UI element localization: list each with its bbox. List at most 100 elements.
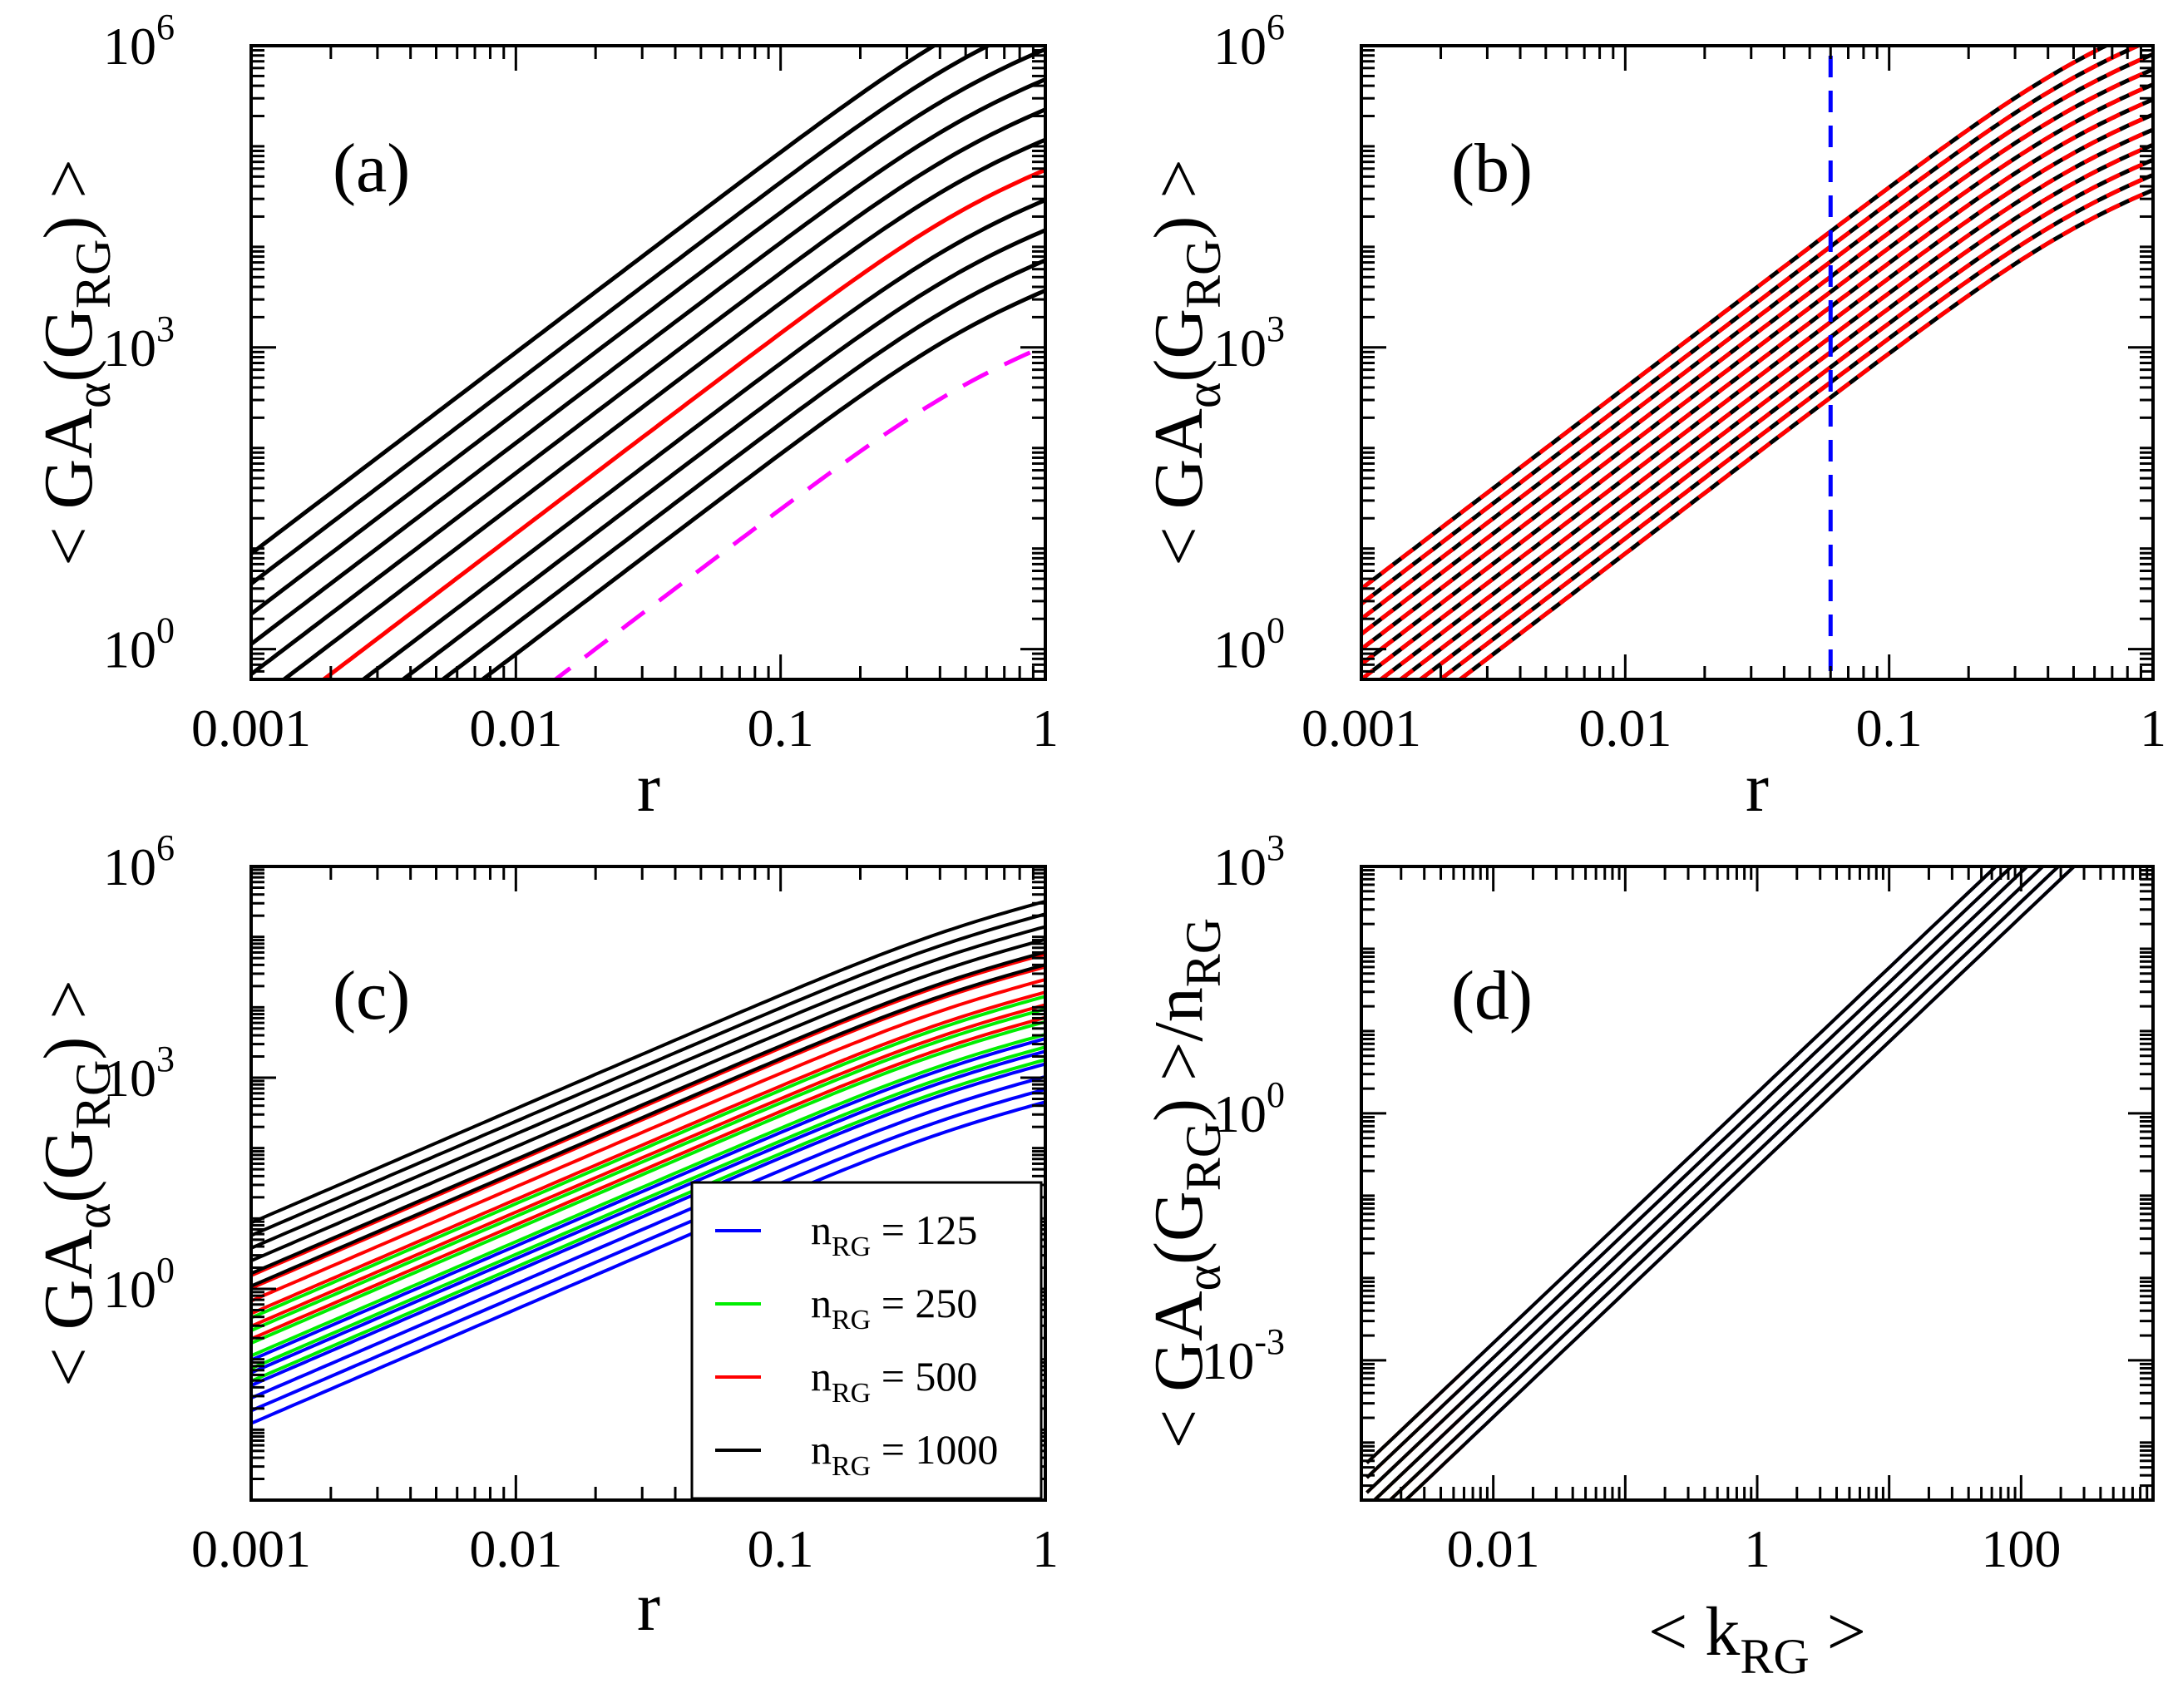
panel-c-xtick-label: 1: [1032, 1519, 1059, 1578]
panel-a-series-line: [479, 289, 1045, 679]
panel-c-series-line: [251, 990, 1045, 1316]
panel-a-xtick-label: 0.01: [469, 699, 562, 758]
panel-a-xtick-label: 0.001: [191, 699, 311, 758]
panel-c-series-line: [251, 1037, 1045, 1362]
panel-c-ylabel: < GAα(GRG) >: [30, 980, 121, 1387]
panel-d-xlabel: < kRG >: [1648, 1593, 1866, 1684]
panel-c-series-line: [251, 995, 1045, 1320]
panel-d-xtick-label: 100: [1981, 1519, 2061, 1578]
panel-a-series-line: [251, 47, 1045, 616]
panel-d-series-line: [1371, 866, 2046, 1500]
panel-b-ylabel: < GAα(GRG) >: [1140, 159, 1231, 566]
panel-b-series-line: [1361, 46, 2111, 590]
panel-a-frame: [249, 44, 1047, 681]
panel-c-xtick-label: 0.01: [469, 1519, 562, 1578]
panel-a-ytick-label: 103: [103, 309, 175, 378]
panel-c-series-line: [251, 978, 1045, 1303]
panel-b-label: (b): [1451, 130, 1533, 207]
panel-b-xlabel: r: [1746, 749, 1769, 827]
panel-d-series-line: [1365, 866, 2030, 1494]
panel-c-label: (c): [333, 957, 410, 1034]
panel-c-series-line: [251, 1003, 1045, 1328]
panel-d-series-line: [1365, 866, 1998, 1464]
panel-a-series-line: [360, 198, 1045, 679]
panel-b-series-line: [1361, 82, 2153, 651]
panel-b-frame: [1360, 44, 2155, 681]
panel-a-series-line: [251, 46, 993, 585]
panel-b-xtick-label: 0.001: [1301, 699, 1421, 758]
panel-b-ytick-label: 103: [1213, 309, 1285, 378]
panel-a-xlabel: r: [637, 749, 660, 827]
panel-b-series-line: [1361, 52, 2153, 621]
panel-a-series-line: [251, 77, 1045, 646]
panel-c-series-line: [251, 937, 1045, 1262]
panel-b-xtick-label: 0.1: [1856, 699, 1923, 758]
panel-c-xtick-label: 0.1: [748, 1519, 814, 1578]
panel-a-series-line: [251, 107, 1045, 676]
panel-b-series-line: [1456, 188, 2153, 679]
panel-a: 0.001 0.01 0.1 1 100 103 106 (a) r < GAα(GRG) …: [30, 7, 1059, 827]
panel-c-series-line: [251, 1049, 1045, 1375]
panel-b-series-line: [1417, 157, 2153, 679]
panel-b-series-line: [1456, 188, 2153, 679]
panel-c-series-line: [251, 1019, 1045, 1345]
legend-entry-label: nRG = 250: [811, 1280, 977, 1335]
panel-d-frame: [1360, 865, 2155, 1502]
panel-c-series-line: [251, 1074, 1045, 1400]
panel-c-series-line: [251, 965, 1045, 1291]
panel-a-series-line: [280, 137, 1045, 679]
panel-c-series-line: [251, 950, 1045, 1276]
legend-box: [690, 1181, 1043, 1500]
panel-c-series-line: [251, 1058, 1045, 1383]
panel-c-ytick-label: 100: [103, 1250, 175, 1319]
panel-a-xtick-label: 1: [1032, 699, 1059, 758]
panel-d-ytick-label: 103: [1213, 827, 1285, 896]
panel-c-series-line: [251, 912, 1045, 1237]
panel-d-xtick-label: 0.01: [1447, 1519, 1540, 1578]
panel-b-series-line: [1361, 112, 2153, 679]
panel-c-ytick-label: 106: [103, 827, 175, 896]
panel-b-xtick-label: 1: [2140, 699, 2166, 758]
panel-b-series-line: [1361, 46, 2111, 590]
panel-a-ylabel: < GAα(GRG) >: [30, 159, 121, 566]
panel-c-series-line: [251, 925, 1045, 1250]
panel-b-ytick-label: 106: [1213, 7, 1285, 76]
panel-a-label: (a): [333, 130, 410, 207]
panel-b-series-line: [1397, 142, 2153, 679]
panel-c-xlabel: r: [637, 1568, 660, 1646]
panel-c-series-line: [251, 1007, 1045, 1332]
panel-a-series-line: [251, 46, 938, 555]
panel-b-series-line: [1361, 97, 2153, 666]
panel-d-series-line: [1387, 866, 2062, 1500]
panel-b-series-line: [1361, 67, 2153, 636]
panel-c-series-line: [251, 1045, 1045, 1370]
panel-b-series-line: [1361, 46, 2144, 606]
panel-c-series-line: [251, 1088, 1045, 1413]
panel-b-series-line: [1397, 142, 2153, 679]
panel-c-series-line: [251, 1033, 1045, 1358]
panel-a-xtick-label: 0.1: [748, 699, 814, 758]
panel-c-series-line: [251, 1015, 1045, 1340]
panel-c-series-line: [251, 952, 1045, 1277]
legend-entry-label: nRG = 125: [811, 1207, 977, 1262]
panel-d-series-line: [1403, 866, 2077, 1500]
panel-d-xtick-label: 1: [1744, 1519, 1770, 1578]
panel-a-series-line: [320, 167, 1045, 679]
panel-d-ytick-label: 10-3: [1201, 1321, 1285, 1390]
panel-a-series-line: [439, 258, 1045, 679]
panel-b-series-line: [1436, 173, 2153, 679]
panel-a-series-line: [399, 228, 1045, 679]
panel-b-xtick-label: 0.01: [1578, 699, 1672, 758]
panel-d-label: (d): [1451, 957, 1533, 1034]
panel-b-series-line: [1417, 157, 2153, 679]
panel-c-series-line: [251, 1100, 1045, 1425]
panel-c-frame: [249, 865, 1047, 1502]
panel-d-series-line: [1365, 866, 2014, 1479]
panel-b-series-line: [1377, 127, 2153, 679]
panel-b-series-line: [1436, 173, 2153, 679]
panel-b: 0.001 0.01 0.1 1 100 103 106 (b) r < GAα(GRG) …: [1140, 7, 2166, 827]
